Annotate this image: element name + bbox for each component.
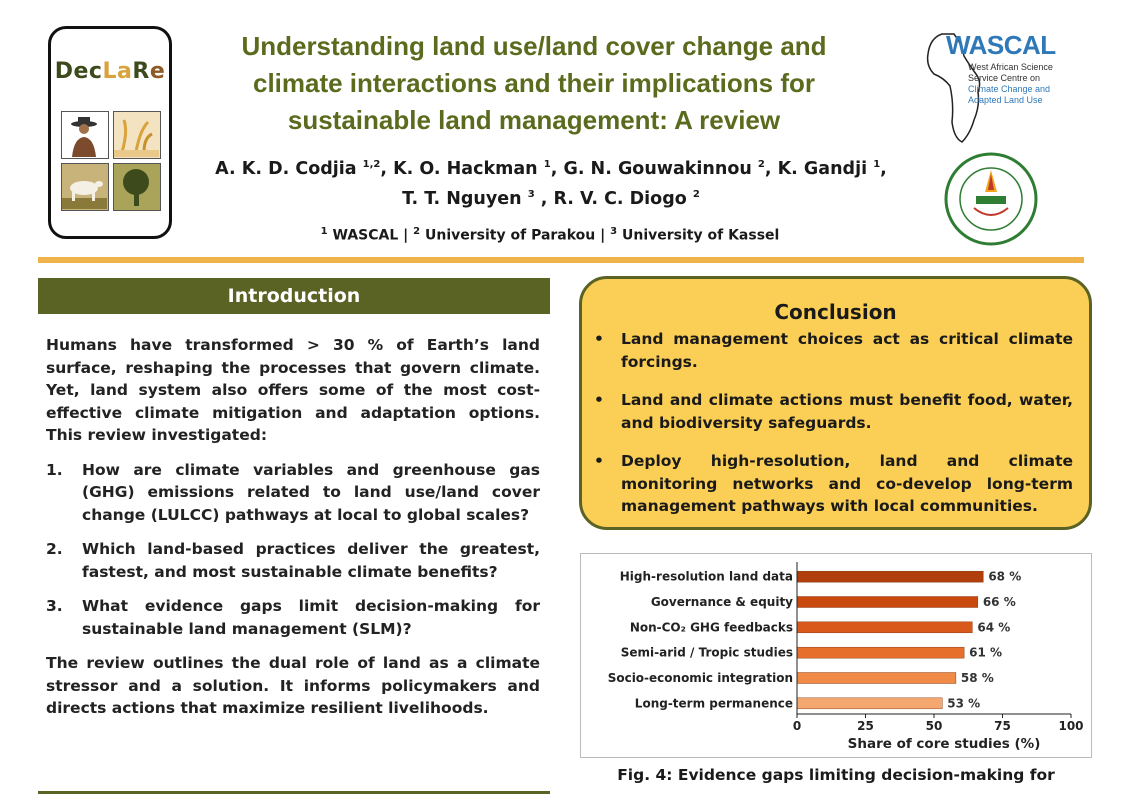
chart-value-label: 68 % [988, 570, 1021, 584]
author: G. N. Gouwakinnou 2 [563, 158, 765, 179]
conclusion-list: • Land management choices act as critical… [592, 328, 1073, 518]
intro-paragraph: Humans have transformed > 30 % of Earth’… [46, 336, 540, 444]
conclusion-heading: Conclusion [774, 300, 897, 324]
introduction-body: Humans have transformed > 30 % of Earth’… [46, 334, 540, 732]
university-of-parakou-seal [944, 152, 1038, 246]
chart-svg: High-resolution land data 68 % Governance … [608, 562, 1084, 752]
africa-outline-icon [926, 33, 981, 143]
wascal-logo: WASCAL West African Science Service Cent… [924, 26, 1074, 146]
header-divider [38, 257, 1084, 263]
figure-caption: Fig. 4: Evidence gaps limiting decision-… [617, 766, 1055, 784]
chart-value-label: 53 % [947, 696, 980, 710]
affiliation: University of Parakou [425, 227, 596, 244]
chart-bar [796, 596, 979, 608]
logo-part-r: R [132, 59, 150, 84]
chart-category-label: Non-CO₂ GHG feedbacks [630, 620, 793, 634]
question-item: 3. What evidence gaps limit decision-maki… [46, 597, 540, 638]
author-list: A. K. D. Codjia 1,2, K. O. Hackman 1, G.… [215, 158, 887, 209]
chart-bar [796, 672, 957, 684]
logo-part-e: e [149, 59, 166, 84]
chart-value-label: 66 % [983, 595, 1016, 609]
farmer-icon [61, 111, 109, 159]
evidence-gaps-chart: High-resolution land data 68 % Governance … [580, 553, 1092, 758]
author: K. Gandji 1 [777, 158, 881, 179]
poster-title: Understanding land use/land cover change… [241, 31, 827, 135]
affiliation-list: 1 WASCAL | 2 University of Parakou | 3 U… [320, 226, 780, 244]
chart-category-label: Long-term permanence [635, 696, 793, 710]
conclusion-item: • Deploy high-resolution, land and climat… [594, 452, 1073, 515]
chart-bar [796, 646, 965, 659]
chart-category-label: Semi-arid / Tropic studies [621, 646, 793, 660]
research-questions: 1. How are climate variables and greenhou… [46, 459, 540, 641]
wascal-logo-name: WASCAL [946, 30, 1056, 60]
intro-closing-paragraph: The review outlines the dual role of lan… [46, 654, 540, 717]
chart-x-axis-title: Share of core studies (%) [848, 736, 1041, 752]
introduction-heading: Introduction [38, 278, 550, 314]
chart-value-label: 64 % [977, 620, 1010, 634]
affiliation: University of Kassel [622, 227, 780, 244]
chart-x-tick-label: 100 [1058, 719, 1083, 733]
author: K. O. Hackman 1 [393, 158, 551, 179]
author: A. K. D. Codjia 1,2 [215, 158, 381, 179]
chart-x-tick-label: 75 [994, 719, 1011, 733]
chart-category-label: Governance & equity [651, 595, 793, 609]
chart-bar [796, 570, 984, 583]
conclusion-item: • Land management choices act as critical… [594, 330, 1073, 371]
declare-logo-text: DecLaRe [51, 59, 169, 84]
wascal-logo-line2: Climate Change and Adapted Land Use [968, 84, 1051, 105]
conclusion-item: • Land and climate actions must benefit f… [594, 391, 1073, 432]
question-item: 2. Which land-based practices deliver the… [46, 540, 540, 581]
author: R. V. C. Diogo 2 [553, 188, 700, 209]
chart-value-label: 61 % [969, 646, 1002, 660]
logo-part-dec: Dec [54, 59, 103, 84]
tree-icon [113, 163, 161, 211]
chart-category-label: Socio-economic integration [608, 671, 793, 685]
chart-x-tick-label: 25 [857, 719, 874, 733]
logo-part-la: La [102, 59, 133, 84]
affiliation: WASCAL [332, 227, 399, 244]
chart-x-tick-label: 50 [926, 719, 943, 733]
crops-icon [113, 111, 161, 159]
chart-category-label: High-resolution land data [620, 570, 793, 584]
declare-logo: DecLaRe [48, 26, 172, 239]
wascal-logo-line1: West African Science Service Centre on [968, 62, 1053, 83]
author: T. T. Nguyen 3 [402, 188, 535, 209]
question-item: 1. How are climate variables and greenhou… [46, 460, 540, 524]
chart-bar [796, 697, 943, 710]
chart-bar [796, 621, 973, 634]
conclusion-box: Conclusion • Land management choices act … [579, 276, 1092, 530]
chart-x-tick-label: 0 [793, 719, 801, 733]
chart-value-label: 58 % [961, 671, 994, 685]
cow-icon [61, 163, 109, 211]
introduction-bottom-rule [38, 791, 550, 794]
